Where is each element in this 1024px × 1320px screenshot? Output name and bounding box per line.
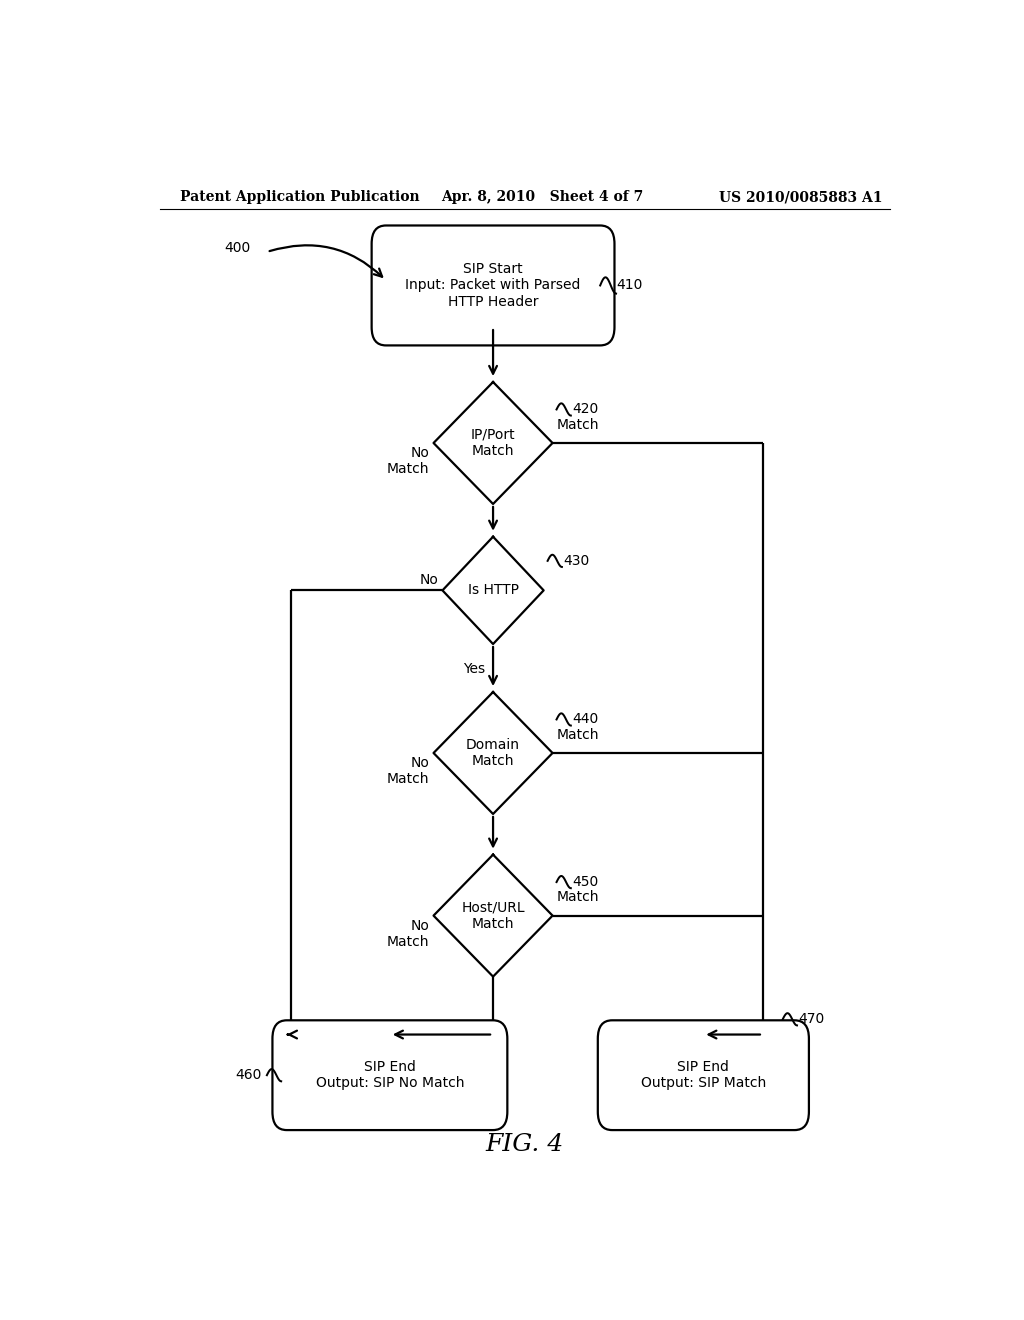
FancyBboxPatch shape [598,1020,809,1130]
Text: 410: 410 [616,279,642,293]
Text: SIP End
Output: SIP No Match: SIP End Output: SIP No Match [315,1060,464,1090]
Text: 450: 450 [572,875,599,890]
Text: Apr. 8, 2010   Sheet 4 of 7: Apr. 8, 2010 Sheet 4 of 7 [441,190,644,205]
Text: Is HTTP: Is HTTP [468,583,518,598]
Text: 440: 440 [572,713,599,726]
Text: SIP End
Output: SIP Match: SIP End Output: SIP Match [641,1060,766,1090]
Text: Domain
Match: Domain Match [466,738,520,768]
FancyBboxPatch shape [272,1020,507,1130]
Text: US 2010/0085883 A1: US 2010/0085883 A1 [719,190,883,205]
Text: 430: 430 [563,554,590,568]
Text: Match: Match [557,890,599,904]
Text: SIP Start
Input: Packet with Parsed
HTTP Header: SIP Start Input: Packet with Parsed HTTP… [406,263,581,309]
Text: Match: Match [557,727,599,742]
Text: Match: Match [557,417,599,432]
Text: Host/URL
Match: Host/URL Match [461,900,525,931]
Text: 420: 420 [572,403,599,416]
Text: FIG. 4: FIG. 4 [485,1133,564,1156]
Text: No: No [420,573,438,587]
Text: 460: 460 [236,1068,261,1082]
Text: 400: 400 [224,240,251,255]
FancyBboxPatch shape [372,226,614,346]
Text: IP/Port
Match: IP/Port Match [471,428,515,458]
Text: No
Match: No Match [387,756,430,787]
Text: No
Match: No Match [387,919,430,949]
Text: 470: 470 [799,1012,825,1026]
Text: Yes: Yes [463,663,485,676]
Text: Patent Application Publication: Patent Application Publication [179,190,419,205]
Text: No
Match: No Match [387,446,430,477]
